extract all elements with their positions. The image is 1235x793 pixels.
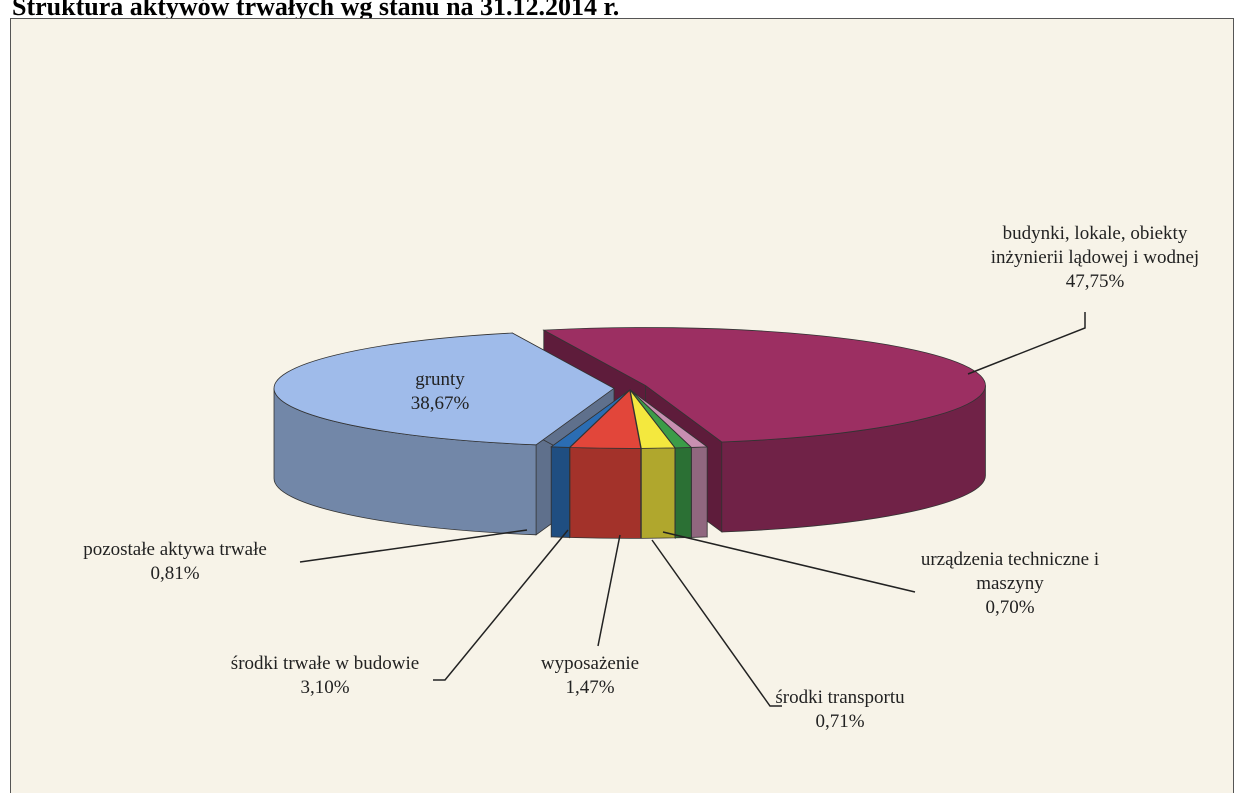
value-label: 38,67% <box>410 393 470 414</box>
category-label: budynki, lokale, obiekty inżynierii lądo… <box>990 223 1200 268</box>
leader-line <box>967 312 1086 375</box>
slice-top <box>569 389 642 449</box>
slice-label: budynki, lokale, obiekty inżynierii lądo… <box>970 222 1220 294</box>
leader-line <box>433 529 569 681</box>
value-label: 47,75% <box>1065 271 1125 292</box>
slice-label: środki trwałe w budowie 3,10% <box>195 652 455 700</box>
value-label: 0,70% <box>985 597 1035 618</box>
slice-side <box>674 447 692 539</box>
category-label: urządzenia techniczne i maszyny <box>920 549 1100 594</box>
category-label: wyposażenie <box>540 653 640 674</box>
category-label: pozostałe aktywa trwałe <box>83 539 267 560</box>
slice-label: grunty 38,67% <box>370 368 510 416</box>
value-label: 1,47% <box>565 677 615 698</box>
slice-label: wyposażenie 1,47% <box>510 652 670 700</box>
slice-label: pozostałe aktywa trwałe 0,81% <box>45 538 305 586</box>
slice-side <box>691 446 708 538</box>
value-label: 0,71% <box>815 711 865 732</box>
leader-line <box>597 534 621 647</box>
slice-top <box>629 390 676 449</box>
slice-top <box>273 332 615 446</box>
value-label: 3,10% <box>300 677 350 698</box>
slice-top <box>542 327 986 443</box>
slice <box>569 389 642 539</box>
category-label: środki transportu <box>775 687 905 708</box>
leader-line <box>651 539 782 707</box>
slice-side <box>640 447 676 539</box>
slice-label: urządzenia techniczne i maszyny 0,70% <box>905 548 1115 620</box>
chart-title: Struktura aktywów trwałych wg stanu na 3… <box>12 0 620 21</box>
category-label: środki trwałe w budowie <box>230 653 420 674</box>
leader-line <box>662 531 916 593</box>
leader-line <box>299 529 528 563</box>
value-label: 0,81% <box>150 563 200 584</box>
slice-side <box>550 446 570 538</box>
slice-label: środki transportu 0,71% <box>740 686 940 734</box>
slice-side <box>569 447 642 539</box>
category-label: grunty <box>415 369 465 390</box>
